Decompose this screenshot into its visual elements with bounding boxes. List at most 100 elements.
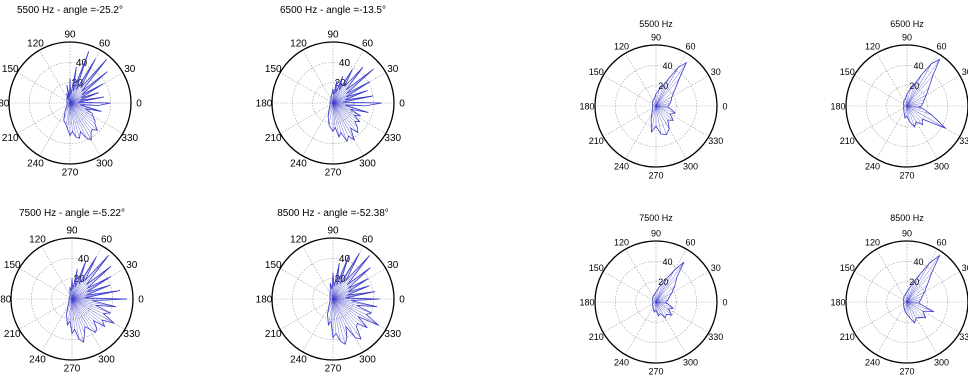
angle-tick-label: 30	[387, 260, 399, 271]
polar-plot-8500-hz-right: 8500 Hz 03060901201501802102402703003302…	[830, 213, 968, 377]
polar-data-spoke	[655, 296, 670, 303]
polar-data-spoke	[906, 105, 923, 120]
polar-data-spoke	[906, 87, 929, 107]
angle-tick-label: 0	[399, 99, 405, 110]
angle-tick-label: 0	[399, 295, 405, 306]
polar-data-spoke	[332, 298, 337, 334]
polar-data-spoke	[655, 282, 664, 303]
polar-plot-5500-hz-right: 5500 Hz 03060901201501802102402703003302…	[579, 19, 727, 181]
radial-tick-label: 40	[662, 61, 672, 71]
polar-data-spoke	[69, 102, 73, 132]
polar-data-spoke	[71, 298, 90, 330]
polar-data-spoke	[332, 102, 361, 117]
polar-data-spoke	[332, 80, 338, 104]
polar-trace	[66, 255, 127, 343]
polar-data-spoke	[332, 262, 340, 300]
polar-data-spoke	[332, 81, 371, 104]
angle-tick-label: 300	[934, 161, 949, 171]
polar-data-spoke	[903, 301, 908, 305]
angle-tick-label: 90	[651, 229, 661, 239]
polar-data-spoke	[906, 105, 923, 125]
polar-data-spoke	[332, 298, 372, 314]
polar-data-spoke	[332, 278, 369, 300]
polar-data-spoke	[328, 102, 334, 126]
polar-data-spoke	[655, 84, 664, 107]
angle-tick-label: 240	[29, 354, 46, 365]
polar-data-spoke	[906, 301, 934, 312]
polar-data-spoke	[71, 298, 111, 314]
polar-data-spoke	[906, 301, 917, 318]
polar-data-spoke	[906, 105, 932, 116]
polar-data-spoke	[71, 298, 115, 324]
polar-data-spoke	[332, 68, 374, 104]
polar-data-spoke	[71, 298, 85, 334]
polar-data-spoke	[69, 83, 104, 104]
polar-data-spoke	[655, 103, 671, 107]
polar-trace	[903, 58, 947, 129]
polar-data-spoke	[655, 62, 687, 107]
angle-tick-label: 300	[359, 158, 376, 169]
polar-data-spoke	[655, 301, 672, 316]
polar-data-spoke	[332, 102, 360, 122]
polar-boundary-circle	[271, 237, 395, 361]
angle-tick-label: 180	[579, 298, 594, 308]
angle-tick-label: 150	[589, 263, 604, 273]
polar-data-spoke	[332, 102, 342, 133]
angle-tick-label: 150	[2, 64, 19, 75]
polar-data-spoke	[328, 298, 334, 326]
polar-plot-7500-hz-right: 7500 Hz 03060901201501802102402703003302…	[579, 213, 727, 377]
polar-data-spoke	[906, 301, 923, 312]
polar-data-spoke	[652, 299, 657, 303]
polar-data-spoke	[906, 301, 911, 319]
polar-data-spoke	[655, 301, 674, 309]
angle-tick-label: 0	[722, 102, 727, 112]
angle-tick-label: 120	[290, 235, 307, 246]
angle-tick-label: 330	[708, 136, 723, 146]
polar-data-spoke	[71, 298, 96, 306]
polar-data-spoke	[654, 293, 657, 303]
polar-data-line	[652, 261, 685, 319]
polar-trace	[650, 61, 688, 136]
polar-data-spoke	[69, 102, 92, 134]
polar-data-spoke	[655, 105, 669, 108]
polar-data-spoke	[332, 102, 355, 122]
angle-tick-label: 240	[865, 357, 880, 367]
angle-grid-spoke	[41, 298, 73, 352]
polar-data-spoke	[332, 298, 356, 338]
polar-data-spoke	[655, 261, 685, 303]
polar-data-spoke	[655, 105, 676, 114]
angle-tick-label: 150	[265, 260, 282, 271]
plot-title: 7500 Hz	[639, 213, 673, 223]
polar-data-spoke	[332, 298, 348, 338]
angle-tick-label: 120	[27, 39, 44, 50]
polar-data-spoke	[67, 102, 71, 130]
polar-data-spoke	[906, 105, 917, 122]
angle-tick-label: 150	[840, 67, 855, 77]
polar-data-spoke	[71, 298, 86, 327]
polar-data-spoke	[332, 102, 340, 138]
polar-data-spoke	[332, 86, 345, 104]
polar-data-spoke	[69, 298, 73, 322]
radial-tick-label: 40	[913, 257, 923, 267]
angle-tick-label: 30	[962, 67, 968, 77]
polar-data-spoke	[650, 105, 657, 120]
polar-data-spoke	[332, 102, 355, 116]
polar-data-spoke	[906, 301, 920, 304]
polar-trace	[327, 253, 380, 345]
polar-data-spoke	[906, 105, 920, 108]
polar-data-spoke	[655, 301, 659, 317]
angle-grid-spoke	[854, 75, 908, 107]
polar-data-spoke	[71, 298, 105, 327]
polar-data-spoke	[332, 284, 348, 300]
angle-tick-label: 300	[96, 158, 113, 169]
polar-data-spoke	[332, 298, 362, 340]
polar-data-spoke	[655, 287, 659, 303]
angle-tick-label: 120	[290, 39, 307, 50]
polar-data-spoke	[655, 100, 672, 107]
polar-data-spoke	[903, 100, 908, 107]
polar-data-spoke	[69, 102, 99, 106]
angle-grid-spoke	[280, 72, 334, 104]
radial-grid-circle	[635, 281, 677, 323]
polar-data-spoke	[71, 256, 97, 300]
